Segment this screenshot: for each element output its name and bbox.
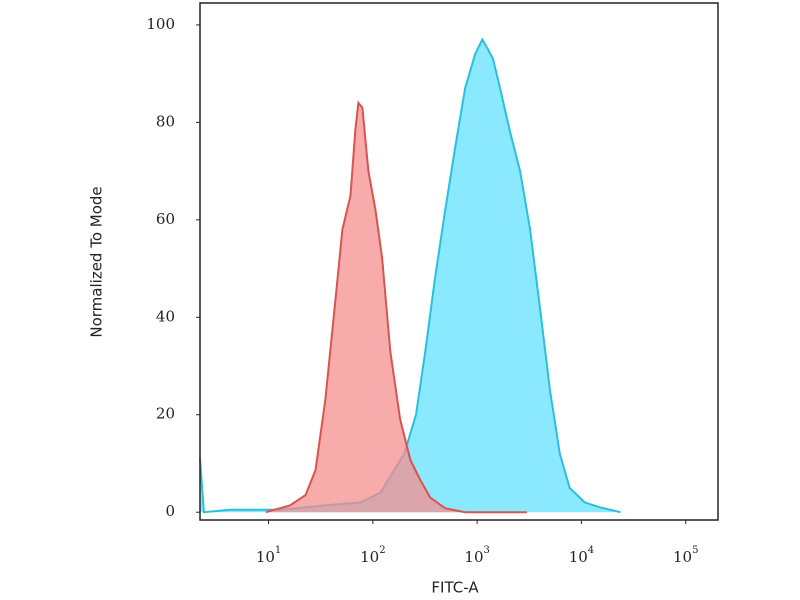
plot-frame — [199, 2, 719, 521]
x-axis-title: FITC-A — [431, 579, 479, 597]
y-tick-label: 20 — [156, 405, 175, 423]
x-tick-label: 101 — [256, 545, 281, 567]
x-tick-exponent: 5 — [692, 545, 698, 556]
x-tick-exponent: 4 — [588, 545, 594, 556]
x-tick-base: 10 — [673, 548, 692, 566]
y-tick-label: 0 — [165, 502, 175, 520]
y-tick-label: 100 — [146, 15, 175, 33]
area-fill — [265, 102, 527, 513]
x-tick-label: 105 — [673, 545, 698, 567]
series-line — [265, 100, 527, 514]
x-tick-exponent: 3 — [484, 545, 490, 556]
x-tick-label: 103 — [464, 545, 489, 567]
x-tick-exponent: 2 — [379, 545, 385, 556]
x-tick-exponent: 1 — [275, 545, 281, 556]
y-tick-label: 60 — [156, 210, 175, 228]
x-tick-label: 104 — [569, 545, 594, 567]
x-tick-base: 10 — [464, 548, 483, 566]
y-tick-label: 40 — [156, 307, 175, 325]
y-axis-title: Normalized To Mode — [88, 186, 106, 337]
x-tick-label: 102 — [360, 545, 385, 567]
y-tick-label: 80 — [156, 112, 175, 130]
area-fill — [200, 39, 621, 513]
x-tick-base: 10 — [360, 548, 379, 566]
x-tick-base: 10 — [256, 548, 275, 566]
x-tick-base: 10 — [569, 548, 588, 566]
